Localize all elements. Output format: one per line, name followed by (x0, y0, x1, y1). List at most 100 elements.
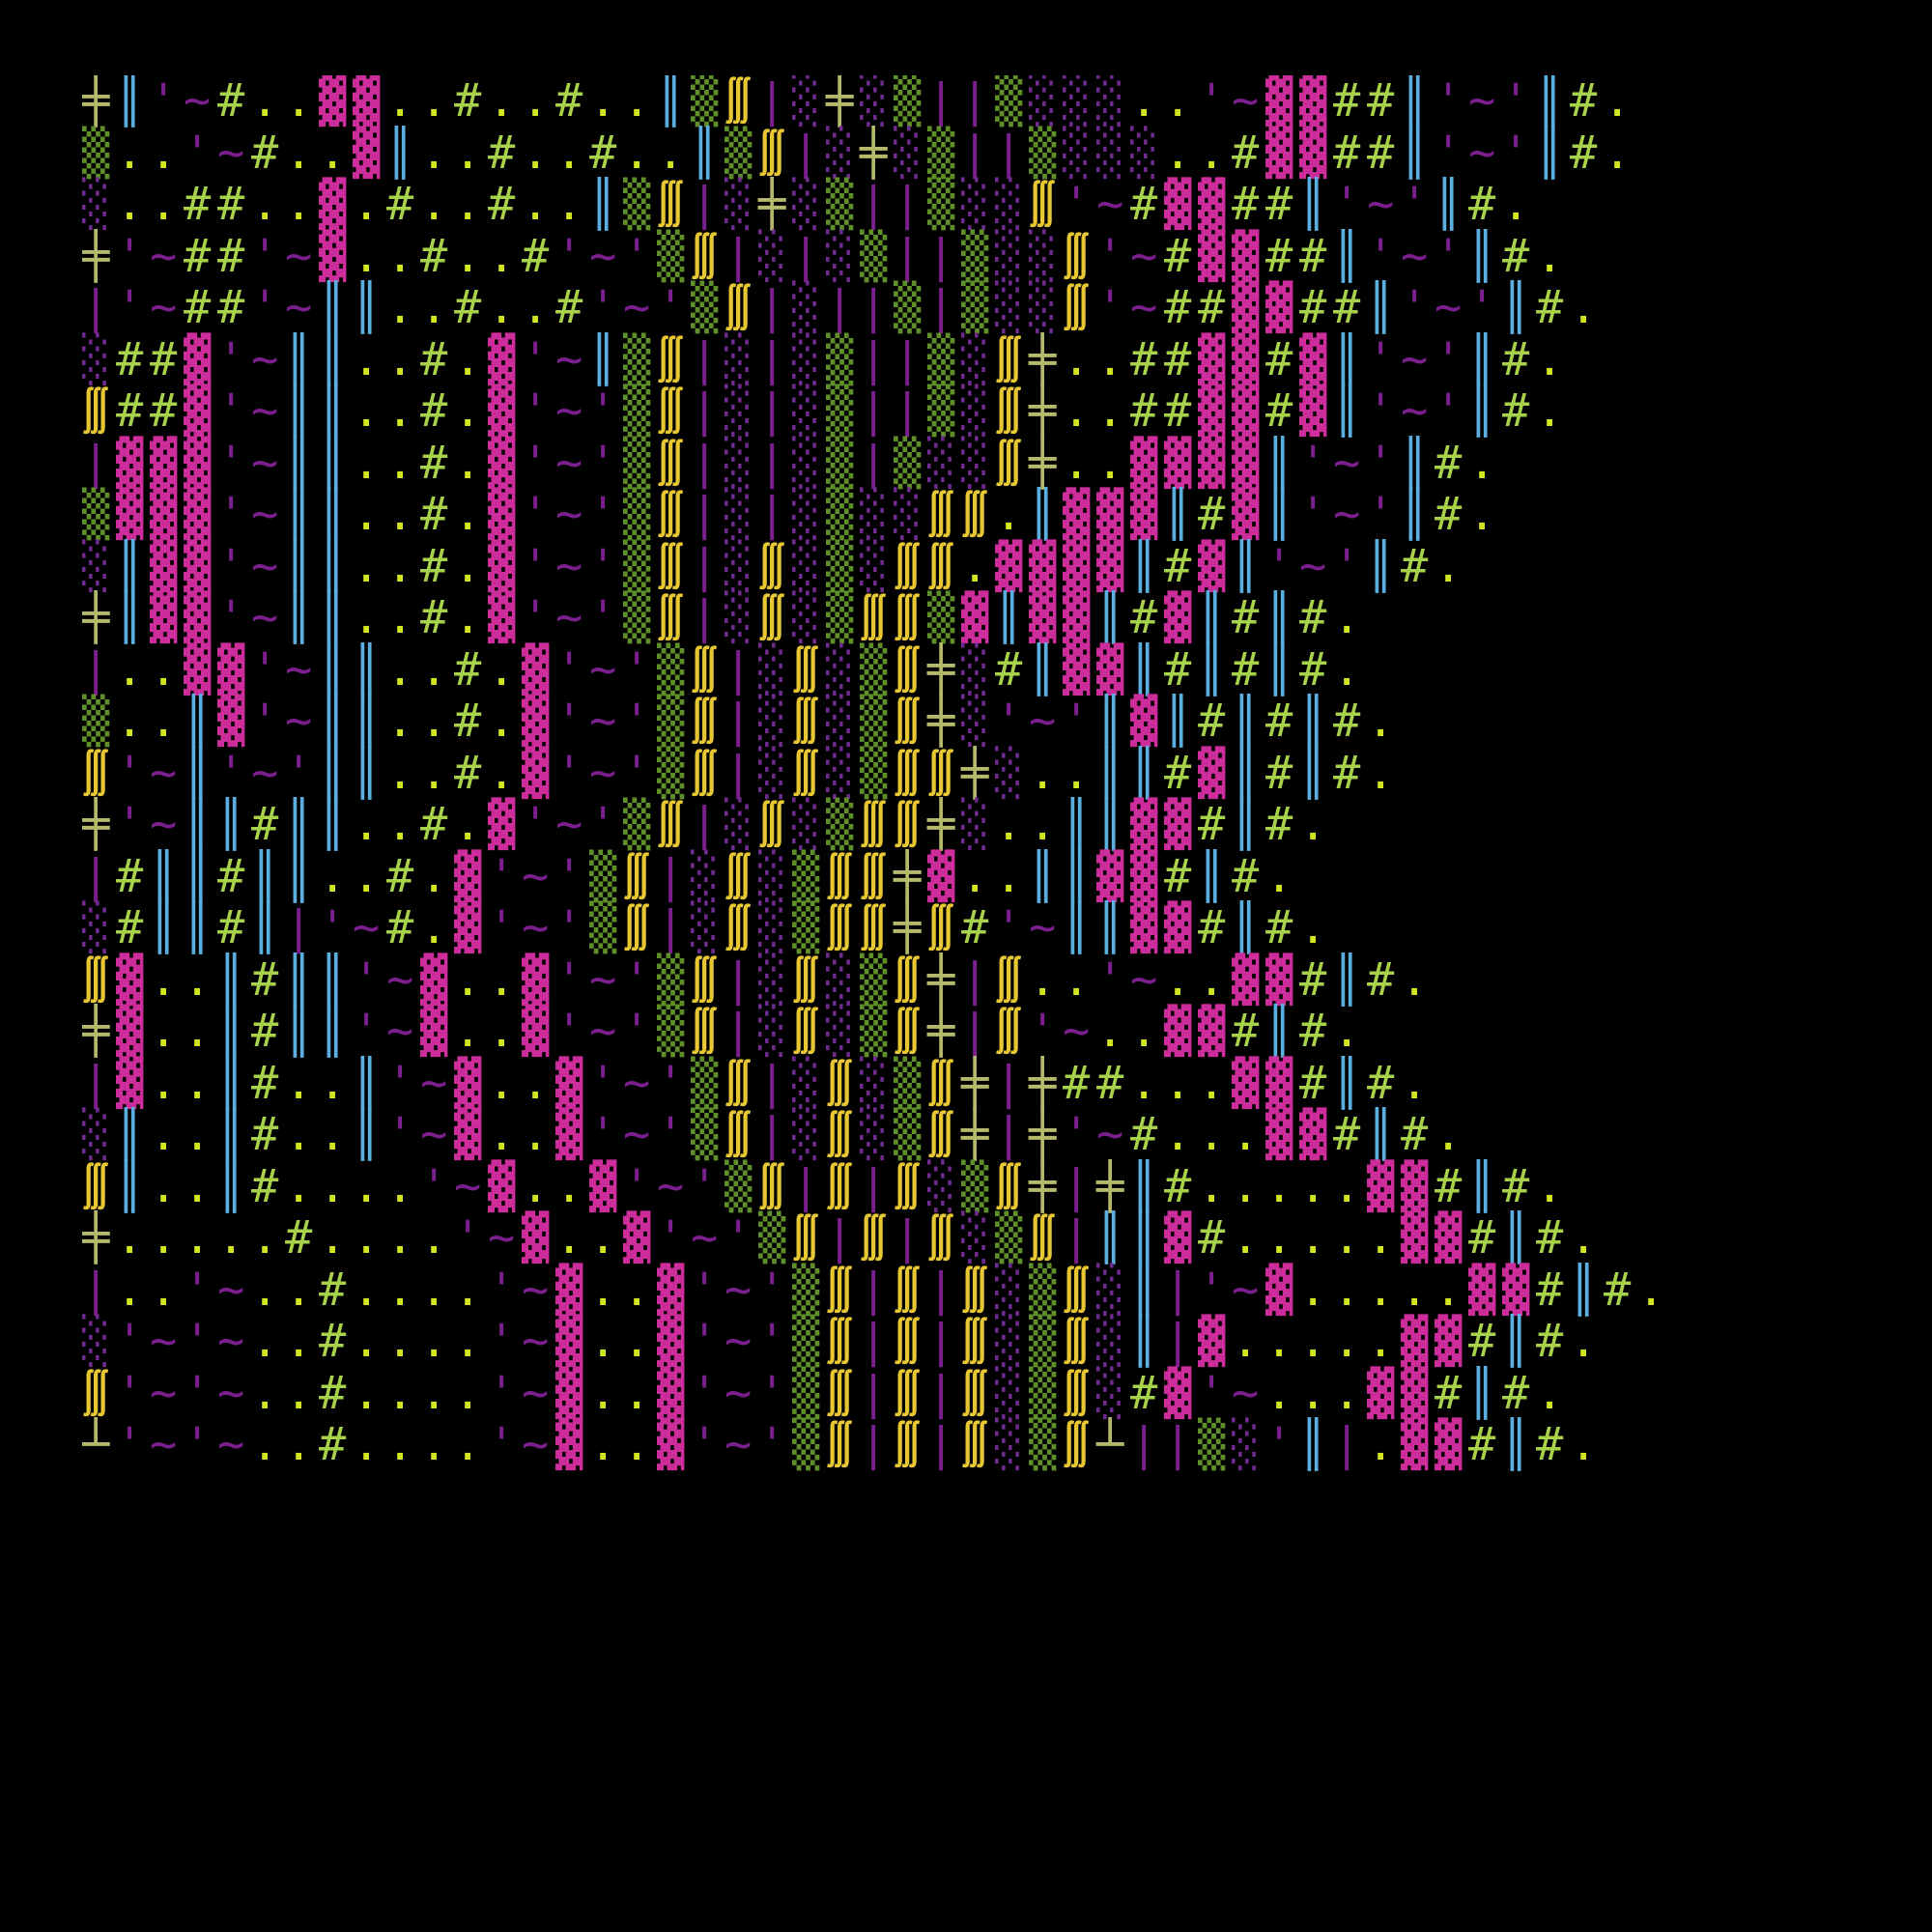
dark-shade-block: ▓ (488, 384, 516, 438)
double-vertical-bar-glyph: ║ (1265, 1005, 1293, 1058)
dot-glyph: . (454, 1418, 482, 1471)
tilde-glyph: ~ (488, 1211, 516, 1264)
dot-glyph: . (1570, 1418, 1598, 1471)
dark-shade-block: ▓ (150, 488, 178, 541)
dark-shade-block: ▓ (184, 591, 212, 644)
dark-shade-block: ▓ (1164, 1005, 1192, 1058)
medium-shade-block: ▒ (860, 229, 888, 283)
hash-glyph: # (1570, 75, 1598, 128)
hash-glyph: # (251, 1056, 279, 1110)
quote-glyph: ' (555, 229, 583, 283)
double-vertical-bar-glyph: ║ (1265, 642, 1293, 696)
double-vertical-bar-glyph: ║ (589, 178, 617, 231)
quote-glyph: ' (691, 1159, 719, 1213)
double-vertical-bar-glyph: ║ (1367, 539, 1395, 593)
hash-glyph: # (150, 332, 178, 386)
dark-shade-block: ▓ (1232, 229, 1260, 283)
double-vertical-bar-glyph: ║ (116, 75, 144, 128)
vertical-bar-glyph: | (758, 1108, 786, 1161)
vertical-bar-glyph: | (758, 488, 786, 541)
light-shade-block: ░ (961, 332, 989, 386)
double-vertical-bar-glyph: ║ (1570, 1263, 1598, 1317)
double-vertical-bar-glyph: ║ (1029, 642, 1057, 696)
double-vertical-bar-glyph: ║ (1299, 178, 1327, 231)
tilde-glyph: ~ (522, 1263, 550, 1317)
dot-glyph: . (1198, 1108, 1226, 1161)
hash-glyph: # (1468, 1211, 1496, 1264)
tilde-glyph: ~ (1130, 229, 1158, 283)
tilde-glyph: ~ (1468, 126, 1496, 180)
hash-glyph: # (116, 901, 144, 954)
quote-glyph: ' (522, 384, 550, 438)
tilde-glyph: ~ (251, 539, 279, 593)
art-row: ▒ ▓ ▓ ▓ ' ~ ║ ║.. #. ▓ ' ~ ' ▒ ∭ | ░ | ░ ▒ ░ ░ ∭ ∭. ║ ▓ ▓ ▓ ║ # ▓ ║ ' ~ ' ║… (82, 489, 1850, 541)
medium-shade-block: ▒ (1198, 1418, 1226, 1471)
dot-glyph: . (995, 488, 1023, 541)
cross-bar-glyph: ╪ (860, 126, 888, 180)
triple-integral-glyph: ∭ (995, 1159, 1023, 1213)
vertical-bar-glyph: | (860, 1418, 888, 1471)
dot-glyph: . (1637, 1263, 1665, 1317)
dot-glyph: . (623, 1366, 651, 1420)
art-row: ╪ ║ ' ~ #.. ▓ ▓.. #.. #.. ║ ▒ ∭ | ░ ╪ ░ ▒ | | ▒ ░ ░ ░.. ' ~ ▓ ▓ # # ║… (82, 75, 1850, 128)
vertical-bar-glyph: | (82, 642, 110, 696)
dot-glyph: . (386, 1366, 414, 1420)
tilde-glyph: ~ (1435, 281, 1463, 334)
hash-glyph: # (1232, 178, 1260, 231)
triple-integral-glyph: ∭ (894, 642, 922, 696)
tilde-glyph: ~ (589, 952, 617, 1007)
quote-glyph: ' (217, 488, 245, 541)
dot-glyph: . (251, 178, 279, 231)
hash-glyph: # (1333, 746, 1361, 800)
dark-shade-block: ▓ (1130, 695, 1158, 748)
dark-shade-block: ▓ (1367, 1366, 1395, 1420)
light-shade-block: ░ (792, 1108, 820, 1161)
hash-glyph: # (1164, 281, 1192, 334)
tilde-glyph: ~ (623, 1056, 651, 1110)
hash-glyph: # (522, 229, 550, 283)
light-shade-block: ░ (724, 488, 753, 541)
dot-glyph: . (454, 798, 482, 851)
quote-glyph: ' (691, 1366, 719, 1420)
medium-shade-block: ▒ (1029, 1418, 1057, 1471)
double-vertical-bar-glyph: ║ (353, 695, 381, 748)
triple-integral-glyph: ∭ (724, 1108, 753, 1161)
dot-glyph: . (488, 1005, 516, 1058)
dark-shade-block: ▓ (657, 1263, 685, 1317)
vertical-bar-glyph: | (82, 436, 110, 490)
dark-shade-block: ▓ (1198, 332, 1226, 386)
quote-glyph: ' (589, 539, 617, 593)
light-shade-block: ░ (826, 1005, 854, 1058)
dark-shade-block: ▓ (116, 488, 144, 541)
tilde-glyph: ~ (353, 901, 381, 954)
dark-shade-block: ▓ (1096, 488, 1124, 541)
dot-glyph: . (1198, 952, 1226, 1007)
quote-glyph: ' (217, 746, 245, 800)
hash-glyph: # (1265, 695, 1293, 748)
hash-glyph: # (386, 178, 414, 231)
quote-glyph: ' (623, 229, 651, 283)
triple-integral-glyph: ∭ (826, 1056, 854, 1110)
vertical-bar-glyph: | (691, 384, 719, 438)
dot-glyph: . (184, 1108, 212, 1161)
dark-shade-block: ▓ (1299, 75, 1327, 128)
double-vertical-bar-glyph: ║ (1130, 1159, 1158, 1213)
cross-bar-glyph: ╪ (1029, 436, 1057, 490)
dot-glyph: . (420, 695, 448, 748)
dot-glyph: . (657, 126, 685, 180)
dot-glyph: . (1096, 332, 1124, 386)
triple-integral-glyph: ∭ (826, 1366, 854, 1420)
dot-glyph: . (386, 436, 414, 490)
dot-glyph: . (353, 488, 381, 541)
medium-shade-block: ▒ (860, 1005, 888, 1058)
dot-glyph: . (1164, 126, 1192, 180)
light-shade-block: ░ (792, 798, 820, 851)
art-row: ┴ ' ~ ' ~.. #.... ' ~ ▓.. ▓ ' ~ ' ▒ ∭ | ∭ | ∭ ░ ▒ ∭ ┴ | | ▒ ░ ' ║ |. ▓… (82, 1419, 1850, 1471)
medium-shade-block: ▒ (623, 488, 651, 541)
hash-glyph: # (555, 75, 583, 128)
quote-glyph: ' (589, 384, 617, 438)
double-vertical-bar-glyph: ║ (217, 798, 245, 851)
light-shade-block: ░ (826, 746, 854, 800)
dot-glyph: . (285, 1418, 313, 1471)
cross-bar-glyph: ╪ (1029, 1108, 1057, 1161)
